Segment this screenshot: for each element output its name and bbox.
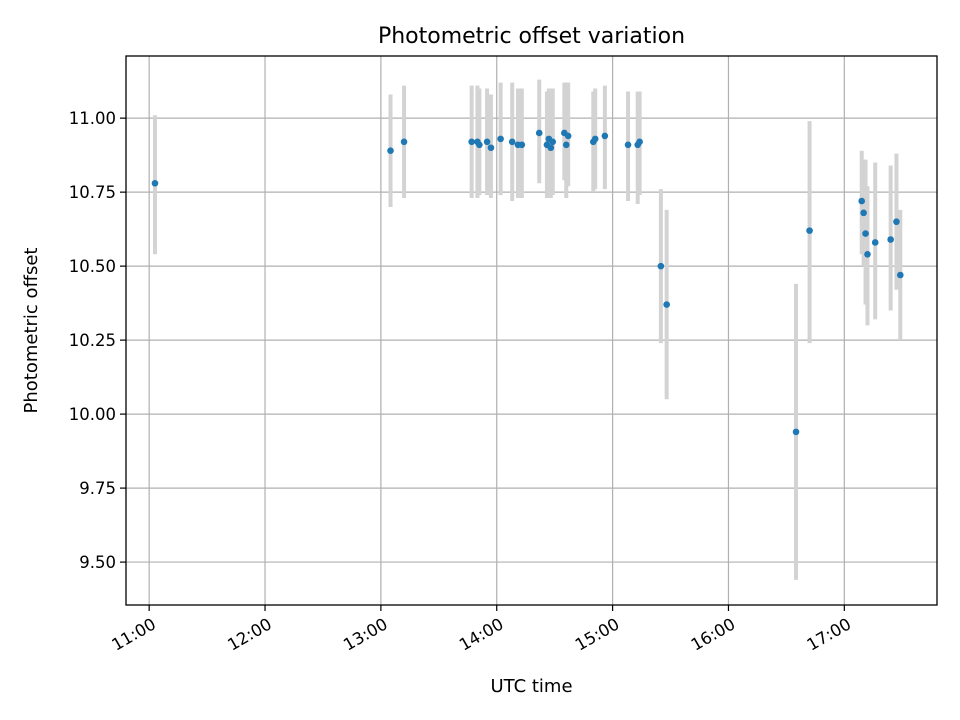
- grid: [126, 56, 937, 605]
- data-point: [864, 250, 871, 258]
- data-point: [518, 141, 526, 149]
- data-point: [547, 144, 555, 152]
- x-tick-label: 12:00: [224, 614, 275, 654]
- data-point: [508, 138, 516, 146]
- data-point: [468, 138, 475, 146]
- data-point: [535, 129, 543, 137]
- x-tick-label: 14:00: [456, 614, 507, 654]
- error-bars: [152, 79, 903, 580]
- data-point: [897, 271, 904, 279]
- data-point: [564, 132, 572, 140]
- data-point: [549, 138, 557, 146]
- y-tick-label: 10.25: [69, 331, 116, 350]
- data-point: [483, 138, 491, 146]
- data-point: [601, 132, 609, 140]
- data-point: [887, 236, 894, 243]
- data-points: [151, 129, 904, 436]
- data-point: [387, 147, 394, 155]
- data-point: [792, 428, 800, 436]
- data-point: [591, 135, 599, 143]
- x-axis-label: UTC time: [490, 676, 572, 697]
- y-tick-label: 9.50: [79, 553, 116, 572]
- y-tick-label: 10.00: [69, 405, 116, 424]
- data-point: [862, 230, 869, 237]
- data-point: [562, 141, 570, 149]
- data-point: [663, 301, 670, 308]
- data-point: [624, 141, 632, 149]
- data-point: [871, 239, 879, 246]
- y-tick-label: 10.75: [69, 183, 116, 202]
- x-tick-label: 16:00: [688, 614, 739, 654]
- data-point: [151, 179, 159, 187]
- data-point: [476, 141, 483, 149]
- data-point: [487, 144, 495, 152]
- y-axis-label: Photometric offset: [21, 248, 42, 414]
- chart-title: Photometric offset variation: [378, 24, 685, 49]
- x-tick-label: 15:00: [572, 614, 623, 654]
- y-tick-label: 11.00: [69, 109, 116, 128]
- x-tick-label: 13:00: [340, 614, 391, 654]
- data-point: [636, 138, 643, 146]
- data-point: [657, 262, 665, 270]
- y-tick-label: 10.50: [69, 257, 116, 276]
- data-point: [893, 218, 900, 226]
- data-point: [806, 227, 813, 234]
- x-tick-label: 11:00: [108, 614, 159, 654]
- axes-frame: [125, 55, 938, 606]
- data-point: [497, 135, 504, 143]
- ticks: 11:00 12:00 13:00 14:00 15:00 16:00 17:00 9.50 9…: [69, 109, 855, 654]
- data-point: [858, 197, 865, 205]
- data-point: [860, 209, 867, 217]
- x-tick-label: 17:00: [804, 614, 855, 654]
- y-tick-label: 9.75: [79, 479, 116, 498]
- data-point: [400, 138, 408, 146]
